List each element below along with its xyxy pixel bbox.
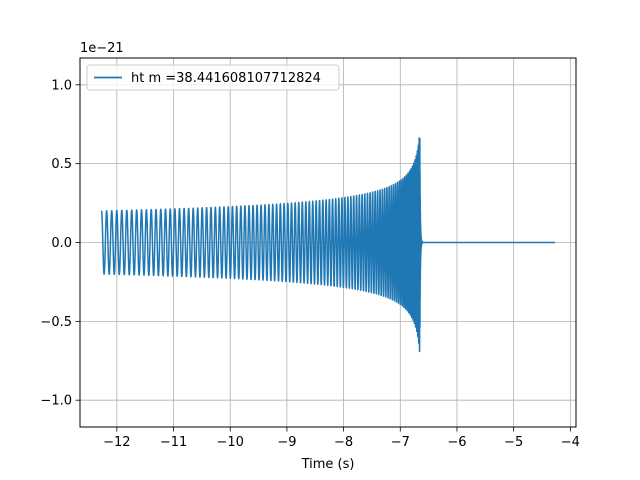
series-line: [100, 137, 556, 353]
y-offset-label: 1e−21: [80, 41, 124, 56]
x-tick-label: −7: [391, 435, 410, 450]
x-tick-label: −5: [504, 435, 523, 450]
y-tick-label: 1.0: [51, 78, 72, 93]
x-tick-label: −4: [561, 435, 580, 450]
legend-box: [86, 64, 340, 91]
x-axis-label: Time (s): [301, 457, 355, 472]
x-tick-label: −8: [334, 435, 353, 450]
ticks-layer: −12 −11 −10 −9 −8 −7 −6 −5 −4 −1.0 −0.5 0.0 0.5 1.0: [40, 78, 579, 450]
legend-label: ht m =38.441608107712824: [131, 71, 321, 86]
x-tick-label: −9: [277, 435, 296, 450]
x-tick-label: −12: [103, 435, 130, 450]
x-tick-label: −11: [160, 435, 187, 450]
y-tick-label: −1.0: [40, 394, 72, 409]
x-tick-label: −6: [447, 435, 466, 450]
y-tick-label: −0.5: [40, 315, 72, 330]
plot-layer: [100, 137, 556, 353]
x-tick-label: −10: [216, 435, 243, 450]
y-tick-label: 0.5: [51, 157, 72, 172]
legend: ht m =38.441608107712824: [86, 64, 340, 91]
y-tick-label: 0.0: [51, 236, 72, 251]
